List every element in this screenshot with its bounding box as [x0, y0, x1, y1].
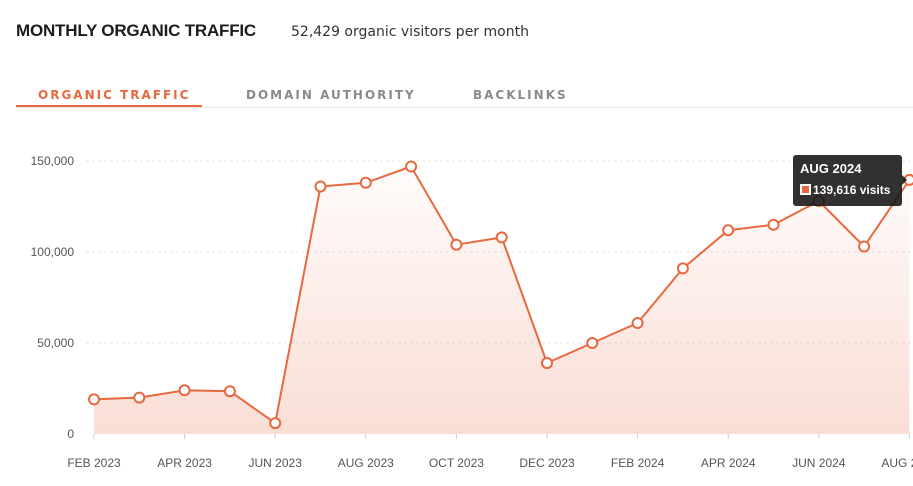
data-point — [314, 180, 327, 193]
x-tick-label: DEC 2023 — [519, 456, 575, 470]
active-tab-indicator — [16, 105, 202, 107]
data-point — [269, 417, 282, 430]
x-tick-label: APR 2023 — [157, 456, 212, 470]
tooltip-value: 139,616 visits — [813, 183, 891, 197]
data-point — [722, 224, 735, 237]
data-point — [676, 262, 689, 275]
visitors-summary: 52,429 organic visitors per month — [291, 24, 529, 40]
page-title: MONTHLY ORGANIC TRAFFIC — [16, 21, 257, 40]
y-tick-label: 0 — [67, 427, 74, 441]
y-tick-label: 100,000 — [31, 245, 75, 259]
tooltip-series-swatch — [800, 184, 811, 195]
y-tick-label: 150,000 — [31, 154, 75, 168]
y-tick-label: 50,000 — [37, 336, 74, 350]
chart-tabs: ORGANIC TRAFFIC DOMAIN AUTHORITY BACKLIN… — [16, 80, 913, 108]
data-point — [450, 238, 463, 251]
x-tick-label: JUN 2024 — [792, 456, 846, 470]
x-tick-label: FEB 2023 — [67, 456, 121, 470]
series-area — [94, 166, 910, 434]
tooltip-pointer — [902, 175, 907, 185]
data-point — [767, 218, 780, 231]
x-tick-label: OCT 2023 — [429, 456, 484, 470]
data-point — [858, 240, 871, 253]
data-point — [631, 317, 644, 329]
tab-backlinks[interactable]: BACKLINKS — [473, 88, 568, 102]
tab-domain-authority[interactable]: DOMAIN AUTHORITY — [246, 88, 416, 102]
x-tick-label: JUN 2023 — [249, 456, 303, 470]
x-tick-label: APR 2024 — [701, 456, 756, 470]
data-point — [405, 160, 418, 173]
data-point — [541, 357, 553, 369]
hover-tooltip: AUG 2024 139,616 visits — [793, 155, 907, 206]
data-point — [178, 384, 191, 397]
data-point — [359, 176, 372, 189]
data-point — [495, 231, 508, 244]
tab-organic-traffic[interactable]: ORGANIC TRAFFIC — [38, 88, 191, 102]
tooltip-date: AUG 2024 — [800, 161, 862, 176]
data-point — [88, 393, 100, 406]
x-tick-label: FEB 2024 — [611, 456, 665, 470]
data-point — [133, 391, 146, 404]
data-point — [223, 385, 236, 398]
data-point — [586, 337, 599, 349]
x-tick-label: AUG 2024 — [881, 456, 913, 470]
x-tick-label: AUG 2023 — [338, 456, 394, 470]
